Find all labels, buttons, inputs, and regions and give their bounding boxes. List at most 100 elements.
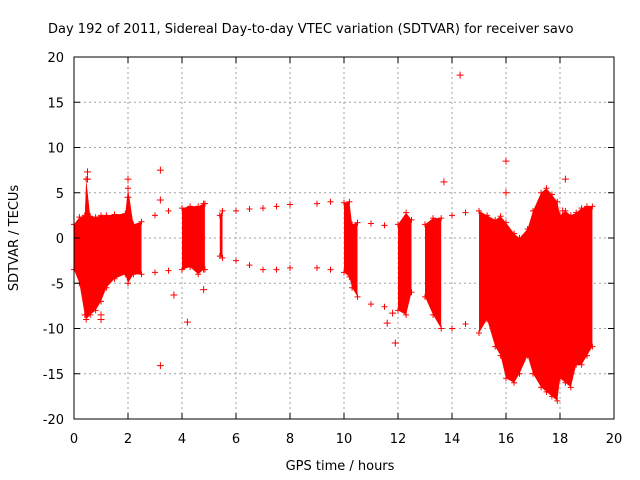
data-point — [557, 375, 563, 382]
outlier-point — [156, 362, 164, 370]
sdtvar-band — [74, 179, 142, 320]
y-tick-label: 5 — [56, 187, 64, 202]
x-tick-label: 12 — [390, 432, 407, 447]
data-point — [567, 212, 574, 219]
data-point — [87, 213, 94, 220]
data-point — [111, 275, 118, 282]
data-point — [430, 311, 437, 318]
data-point — [554, 198, 561, 205]
data-point — [179, 266, 185, 273]
outlier-point — [456, 71, 464, 79]
data-point — [98, 212, 104, 219]
y-tick-label: -15 — [43, 368, 64, 383]
data-point — [578, 361, 585, 368]
data-point — [165, 207, 172, 214]
data-point — [492, 343, 499, 350]
data-point — [138, 271, 145, 278]
data-point — [524, 225, 531, 232]
data-point — [578, 205, 585, 212]
data-point — [438, 215, 445, 222]
data-point — [273, 266, 280, 273]
data-point — [524, 352, 531, 359]
data-point — [287, 201, 293, 208]
data-point — [476, 330, 482, 337]
data-point — [395, 221, 401, 228]
data-point — [125, 280, 131, 287]
data-point — [554, 397, 561, 404]
data-point — [92, 214, 99, 221]
sdtvar-band — [182, 203, 205, 275]
data-point — [354, 293, 361, 300]
data-point — [314, 264, 320, 271]
data-point — [314, 200, 320, 207]
data-point — [98, 298, 104, 305]
outlier-point — [502, 157, 510, 165]
x-tick-label: 2 — [124, 432, 132, 447]
data-point — [484, 316, 491, 323]
outlier-point — [84, 168, 91, 176]
data-point — [327, 266, 334, 273]
outlier-point — [502, 189, 510, 197]
data-point — [368, 301, 374, 308]
x-tick-label: 6 — [232, 432, 240, 447]
data-point — [381, 222, 388, 229]
data-point — [408, 289, 415, 296]
outlier-point — [200, 286, 208, 294]
data-point — [543, 388, 550, 395]
data-point — [152, 212, 158, 219]
data-point — [260, 266, 266, 273]
outlier-point — [124, 193, 132, 201]
data-point — [195, 271, 202, 278]
data-point — [484, 212, 491, 219]
x-tick-label: 18 — [552, 432, 569, 447]
data-point — [548, 191, 555, 198]
data-point — [201, 266, 208, 273]
x-axis-label: GPS time / hours — [286, 459, 395, 474]
sdtvar-band — [219, 210, 223, 258]
y-tick-label: 10 — [47, 142, 64, 157]
data-point — [530, 370, 536, 377]
sdtvar-band — [344, 201, 358, 297]
data-point — [422, 293, 428, 300]
data-point — [111, 211, 118, 218]
data-point — [503, 375, 509, 382]
data-point — [497, 352, 504, 359]
data-point — [219, 207, 226, 214]
data-point — [195, 203, 202, 210]
data-point — [492, 216, 499, 223]
data-point — [165, 267, 172, 274]
data-point — [246, 262, 253, 269]
outlier-point — [559, 207, 567, 215]
outlier-point — [156, 196, 164, 204]
data-point — [346, 273, 353, 280]
data-point — [516, 370, 523, 377]
data-point — [462, 320, 469, 327]
data-point — [130, 271, 137, 278]
x-tick-label: 4 — [178, 432, 186, 447]
data-point — [438, 325, 445, 332]
axes-ticks: 0 2 4 6 8 10 12 14 16 18 20 20 15 10 5 0 -5 -10 -15 -20 — [43, 51, 623, 447]
data-point — [476, 207, 482, 214]
data-point — [187, 263, 194, 270]
sdtvar-band — [479, 188, 593, 401]
data-point — [395, 307, 401, 314]
data-point — [92, 307, 99, 314]
data-point — [422, 221, 428, 228]
sdtvar-band — [425, 218, 442, 329]
data-point — [81, 311, 88, 318]
outlier-point — [183, 318, 191, 326]
y-tick-label: 20 — [47, 51, 64, 66]
outlier-point — [124, 175, 132, 183]
data-point — [368, 220, 374, 227]
data-point — [538, 189, 545, 196]
data-point — [449, 325, 455, 332]
data-point — [103, 212, 110, 219]
data-point — [201, 200, 208, 207]
data-series — [71, 71, 596, 404]
y-tick-label: -20 — [43, 413, 64, 428]
data-point — [349, 284, 356, 291]
data-point — [219, 254, 226, 261]
y-tick-label: -5 — [51, 277, 64, 292]
y-tick-label: 0 — [56, 232, 64, 247]
outlier-point — [156, 166, 164, 174]
